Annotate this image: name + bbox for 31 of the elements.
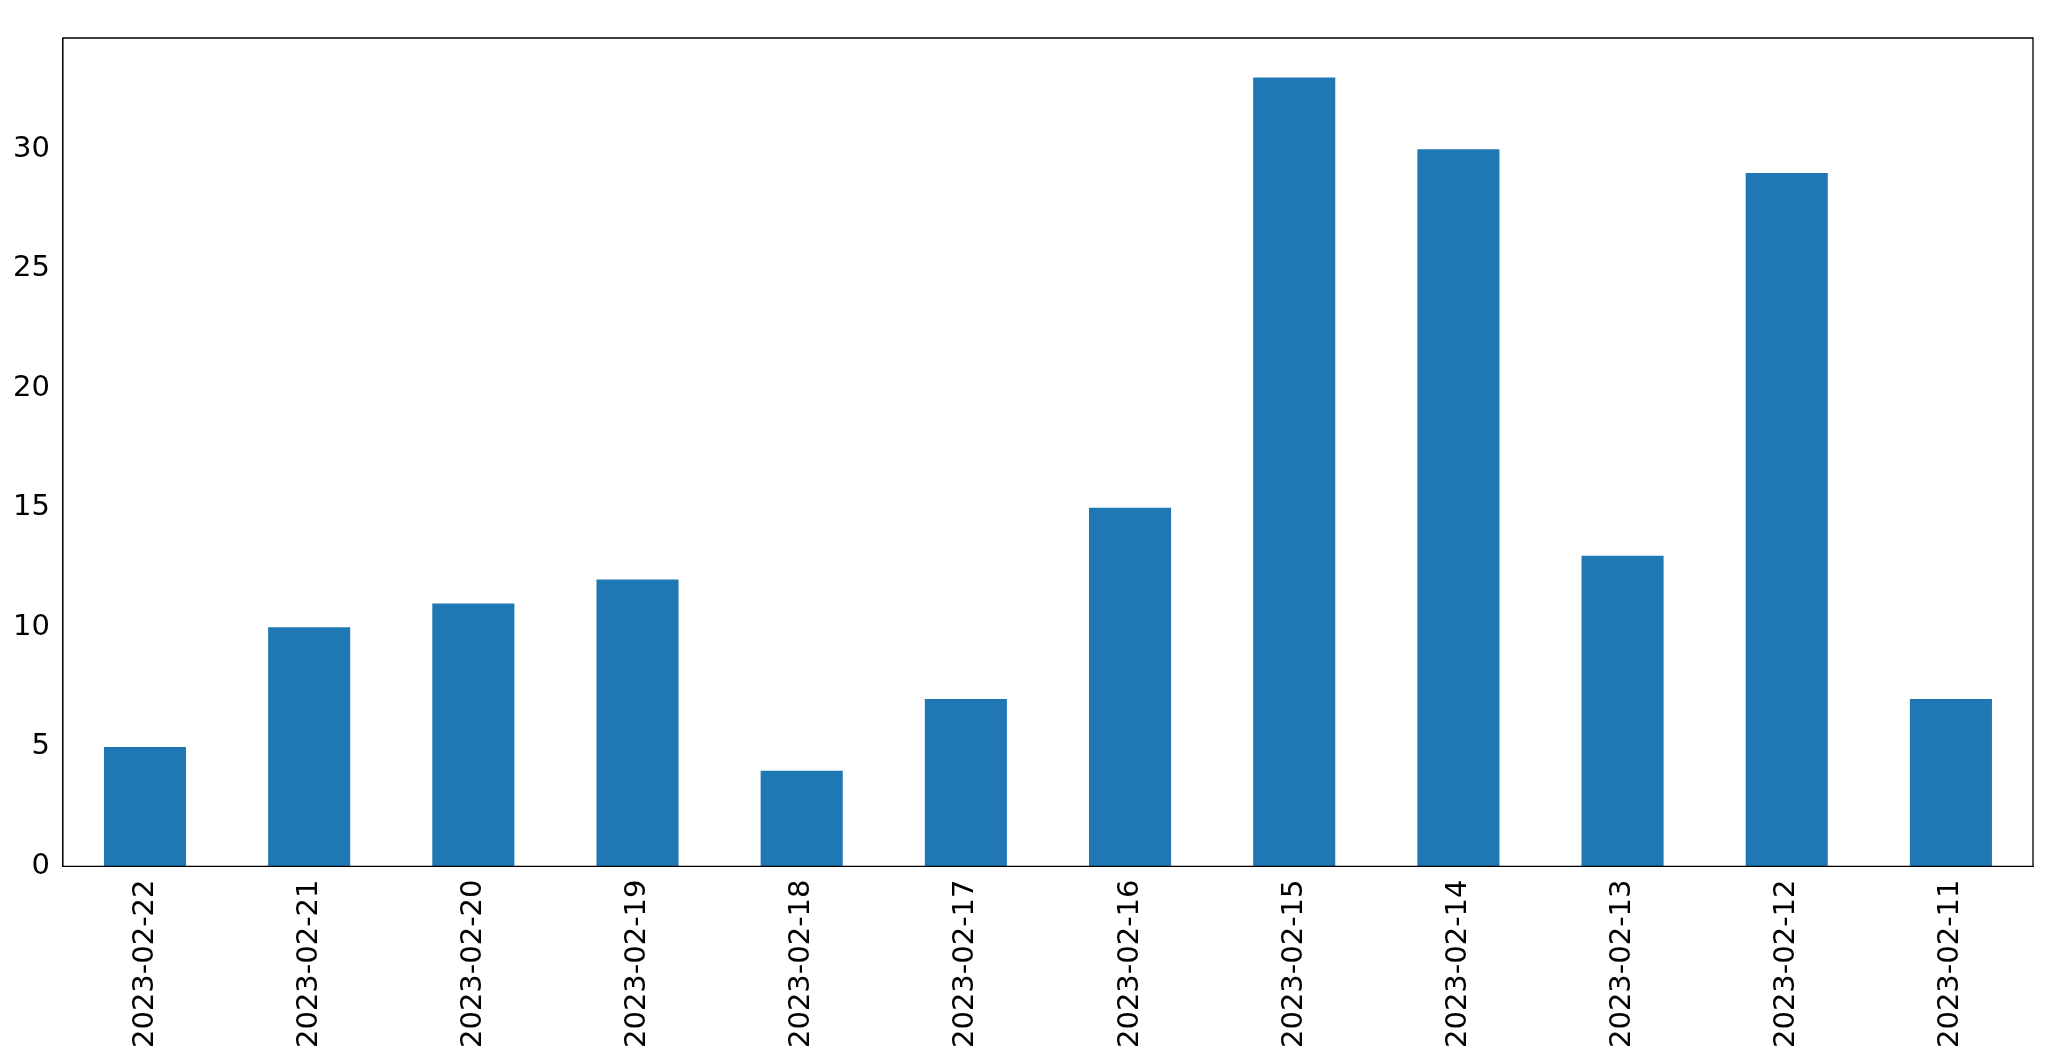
bar [1745,173,1828,867]
y-tick-label: 20 [13,368,50,403]
bar [1417,149,1500,867]
y-tick-label: 15 [13,488,50,523]
x-tick-label: 2023-02-16 [1110,879,1145,1049]
bar [924,699,1007,867]
y-tick-label: 30 [13,129,50,164]
x-tick-label: 2023-02-18 [782,879,817,1049]
y-tick-label: 10 [13,607,50,642]
x-tick-label: 2023-02-15 [1274,879,1309,1049]
x-tick-label: 2023-02-12 [1767,879,1802,1049]
bar [103,746,187,867]
bar [1909,699,1992,867]
x-tick-label: 2023-02-20 [453,879,488,1049]
bar [596,579,679,867]
x-tick-label: 2023-02-13 [1603,879,1638,1049]
bar [1253,77,1336,867]
bar [432,603,515,867]
x-tick-label: 2023-02-17 [946,879,981,1049]
bar [1581,555,1664,867]
x-tick-label: 2023-02-19 [618,879,653,1049]
x-tick-label: 2023-02-14 [1438,879,1473,1049]
bar [760,770,843,867]
y-tick-label: 0 [31,847,50,881]
x-tick-label: 2023-02-11 [1931,879,1966,1049]
y-tick-label: 25 [13,249,50,284]
bar [1088,507,1172,867]
y-tick-label: 5 [31,727,50,762]
x-tick-label: 2023-02-22 [125,879,160,1049]
x-tick-label: 2023-02-21 [289,879,324,1049]
bar [268,627,351,867]
